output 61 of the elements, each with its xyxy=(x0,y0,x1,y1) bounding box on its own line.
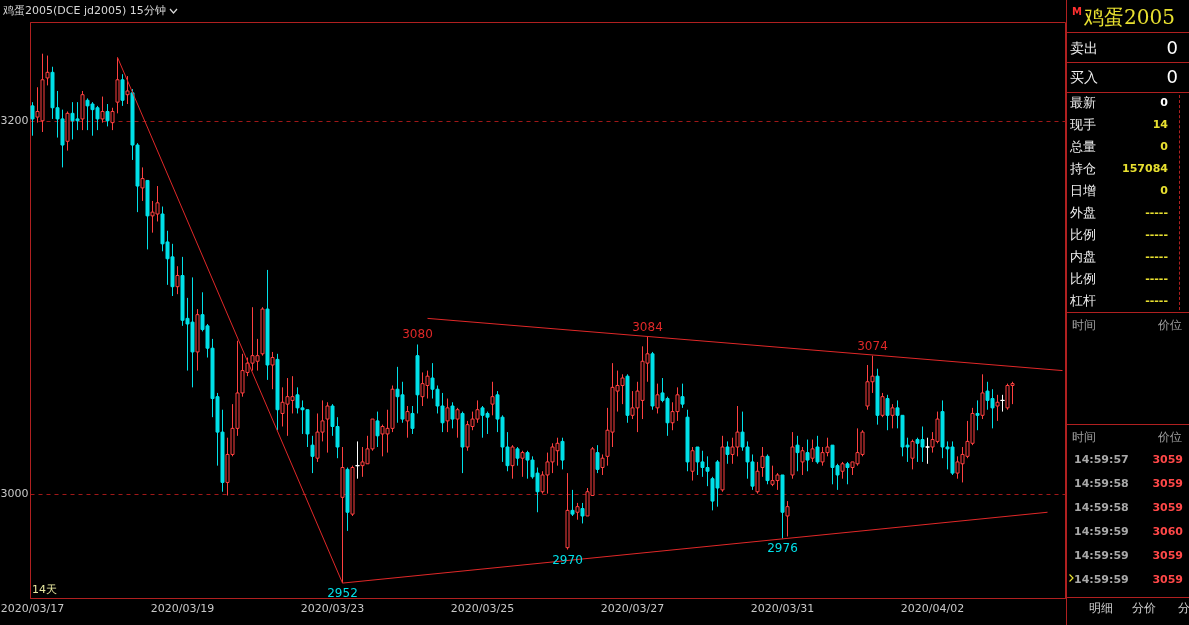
text: 时间 xyxy=(1072,430,1096,444)
text: 价位 xyxy=(1158,318,1182,332)
x-tick-label: 2020/03/31 xyxy=(750,601,815,615)
annotation: 3084 xyxy=(632,320,663,335)
text: 0 xyxy=(1166,66,1178,87)
text: 明细 xyxy=(1089,601,1113,615)
text: 0 xyxy=(1166,37,1178,58)
text: 价位 xyxy=(1158,430,1182,444)
text: 总量 xyxy=(1070,138,1096,154)
chart-title: 鸡蛋2005(DCE jd2005) 15分钟 xyxy=(2,4,166,17)
annotation: 2976 xyxy=(767,541,798,556)
y-tick-label: 3200 xyxy=(0,114,29,128)
text: 比例 xyxy=(1070,270,1096,286)
text: 14:59:59 xyxy=(1074,524,1129,538)
annotation: 3080 xyxy=(402,327,433,342)
annotation: 14天 xyxy=(32,583,57,596)
annotation: 2952 xyxy=(327,586,358,601)
text: 14:59:59 xyxy=(1074,572,1129,586)
text: 3059 xyxy=(1152,548,1183,562)
text: ----- xyxy=(1145,271,1168,285)
text: 14:59:58 xyxy=(1074,500,1129,514)
text: M xyxy=(1072,6,1082,17)
text: 分 xyxy=(1178,601,1189,615)
text: 买入 xyxy=(1070,69,1098,85)
text: 外盘 xyxy=(1070,204,1096,220)
annotation: 3074 xyxy=(857,338,888,353)
y-tick-label: 3000 xyxy=(0,487,29,501)
x-tick-label: 2020/03/23 xyxy=(300,601,365,615)
text: ----- xyxy=(1145,249,1168,263)
x-tick-label: 2020/03/17 xyxy=(0,601,65,615)
text: 14 xyxy=(1152,117,1168,131)
text: 卖出 xyxy=(1070,40,1098,56)
text: 现手 xyxy=(1070,116,1096,132)
text: 时间 xyxy=(1072,318,1096,332)
text: 杠杆 xyxy=(1070,292,1096,308)
text: 14:59:57 xyxy=(1074,452,1129,466)
text: 0 xyxy=(1160,139,1168,153)
x-tick-label: 2020/03/25 xyxy=(450,601,515,615)
text: 内盘 xyxy=(1070,248,1096,264)
text: 14:59:59 xyxy=(1074,548,1129,562)
x-tick-label: 2020/04/02 xyxy=(900,601,965,615)
text: 日增 xyxy=(1070,182,1096,198)
x-tick-label: 2020/03/19 xyxy=(150,601,215,615)
text: ----- xyxy=(1145,227,1168,241)
text: 3059 xyxy=(1152,476,1183,490)
text: 持仓 xyxy=(1070,160,1096,176)
text: ----- xyxy=(1145,205,1168,219)
text: 比例 xyxy=(1070,226,1096,242)
text: 分价 xyxy=(1132,601,1156,615)
text: 157084 xyxy=(1122,161,1168,175)
text: 14:59:58 xyxy=(1074,476,1129,490)
text: 3059 xyxy=(1152,452,1183,466)
text: 0 xyxy=(1160,183,1168,197)
text: ----- xyxy=(1145,293,1168,307)
text: 鸡蛋2005 xyxy=(1084,5,1175,29)
text: 3059 xyxy=(1152,500,1183,514)
text: 3060 xyxy=(1152,524,1183,538)
text: 最新 xyxy=(1070,94,1096,110)
text: 3059 xyxy=(1152,572,1183,586)
x-tick-label: 2020/03/27 xyxy=(600,601,665,615)
text: 0 xyxy=(1160,95,1168,109)
